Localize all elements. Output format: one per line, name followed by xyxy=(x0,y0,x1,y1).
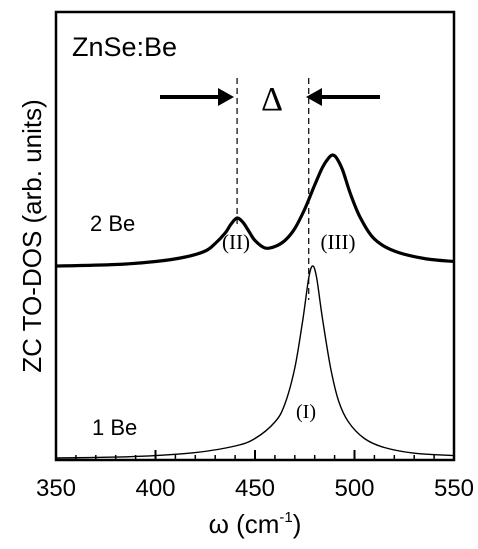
y-axis-label: ZC TO-DOS (arb. units) xyxy=(17,99,47,373)
x-tick-label: 500 xyxy=(334,475,374,502)
x-tick-label: 550 xyxy=(434,475,474,502)
x-tick-label: 450 xyxy=(235,475,275,502)
x-axis-tick-labels: 350 400 450 500 550 xyxy=(36,475,474,502)
plot-frame xyxy=(54,10,456,462)
chart-title: ZnSe:Be xyxy=(72,32,177,62)
x-axis-label-end: ) xyxy=(293,509,302,539)
x-tick-label: 350 xyxy=(36,475,76,502)
arrow-right-icon xyxy=(306,88,380,106)
x-axis-ticks xyxy=(55,450,455,460)
delta-label: Δ xyxy=(261,81,283,118)
x-axis-label-sup: -1 xyxy=(279,509,292,526)
series-label-1be: 1 Be xyxy=(92,415,137,440)
series-layer xyxy=(55,153,455,459)
arrow-left-icon xyxy=(160,88,234,106)
peak-label-iii: (III) xyxy=(321,230,356,254)
peak-label-i: (I) xyxy=(296,401,316,423)
x-axis-label-main: ω (cm xyxy=(209,509,280,539)
x-axis-label: ω (cm-1) xyxy=(209,509,302,539)
peak-label-ii: (II) xyxy=(222,230,250,254)
series-line-1 xyxy=(55,265,455,459)
series-label-2be: 2 Be xyxy=(90,211,135,236)
x-tick-label: 400 xyxy=(135,475,175,502)
series-line-2 xyxy=(55,153,455,268)
